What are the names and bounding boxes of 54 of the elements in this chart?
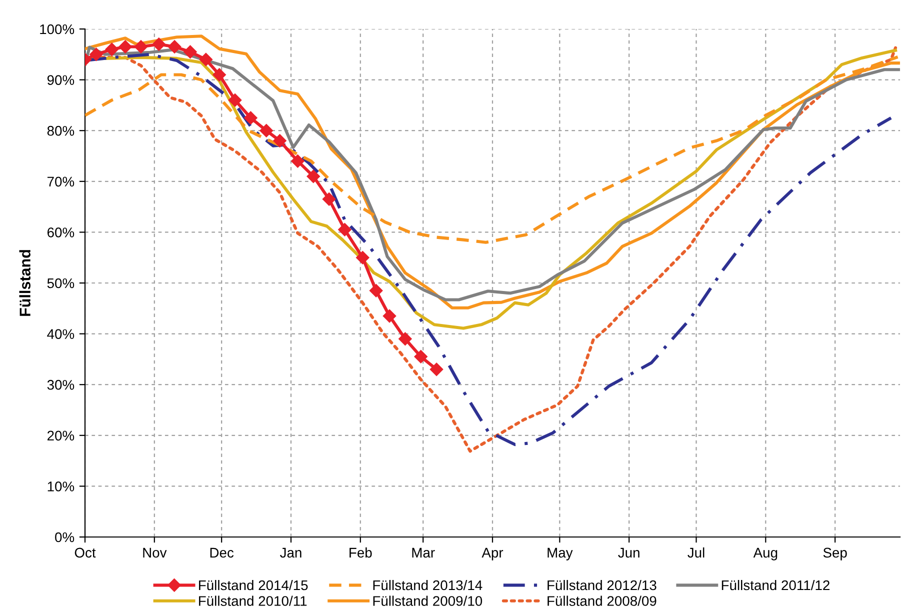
point bbox=[273, 134, 286, 148]
point bbox=[306, 170, 320, 183]
x-tick-label: Nov bbox=[143, 548, 167, 558]
y-tick-label: 100% bbox=[40, 24, 74, 34]
x-tick-label: Feb bbox=[350, 547, 372, 558]
point bbox=[338, 223, 352, 236]
y-tick-label: 20% bbox=[47, 430, 74, 441]
y-axis-title: Füllstand bbox=[19, 250, 30, 316]
y-tick-label: 80% bbox=[47, 126, 74, 136]
x-tick-label: Apr bbox=[482, 548, 504, 560]
x-tick-label: Jun bbox=[618, 548, 640, 558]
y-tick-label: 10% bbox=[48, 482, 74, 492]
legend-label: Füllstand 2014/15 bbox=[199, 580, 308, 590]
point bbox=[398, 332, 412, 346]
point bbox=[152, 38, 166, 51]
point bbox=[184, 45, 197, 58]
point bbox=[228, 94, 242, 107]
point bbox=[168, 40, 182, 54]
point bbox=[356, 251, 370, 264]
legend-label: Füllstand 2008/09 bbox=[548, 596, 656, 606]
y-tick-label: 30% bbox=[47, 380, 74, 390]
y-tick-label: 50% bbox=[47, 278, 74, 288]
point bbox=[291, 154, 304, 168]
y-tick-label: 40% bbox=[47, 329, 74, 339]
point bbox=[369, 284, 383, 298]
point bbox=[134, 40, 148, 54]
point bbox=[430, 362, 444, 376]
x-tick-label: Dec bbox=[210, 548, 234, 558]
point bbox=[260, 124, 273, 138]
legend-label: Füllstand 2009/10 bbox=[373, 596, 482, 606]
x-tick-label: Aug bbox=[753, 548, 778, 560]
point bbox=[322, 192, 336, 206]
point bbox=[199, 52, 212, 66]
x-tick-label: Jan bbox=[280, 548, 302, 558]
point bbox=[118, 40, 132, 54]
legend-label: Füllstand 2011/12 bbox=[722, 580, 830, 590]
y-tick-label: 90% bbox=[47, 75, 74, 85]
point bbox=[382, 309, 396, 323]
legend-label: Füllstand 2013/14 bbox=[373, 580, 482, 590]
legend-label: Füllstand 2010/11 bbox=[199, 596, 307, 606]
x-tick-label: Mar bbox=[412, 548, 435, 558]
y-tick-label: 0% bbox=[55, 532, 74, 542]
legend-label: Füllstand 2012/13 bbox=[548, 580, 656, 590]
point bbox=[244, 111, 258, 124]
point bbox=[105, 42, 118, 56]
x-tick-label: Oct bbox=[74, 548, 96, 558]
point bbox=[90, 48, 103, 61]
x-tick-label: Jul bbox=[688, 547, 704, 558]
y-tick-label: 60% bbox=[47, 228, 74, 238]
point bbox=[414, 350, 428, 364]
x-tick-label: May bbox=[548, 548, 573, 560]
x-tick-label: Sep bbox=[823, 548, 847, 560]
y-tick-label: 70% bbox=[48, 176, 74, 187]
point bbox=[212, 68, 226, 82]
